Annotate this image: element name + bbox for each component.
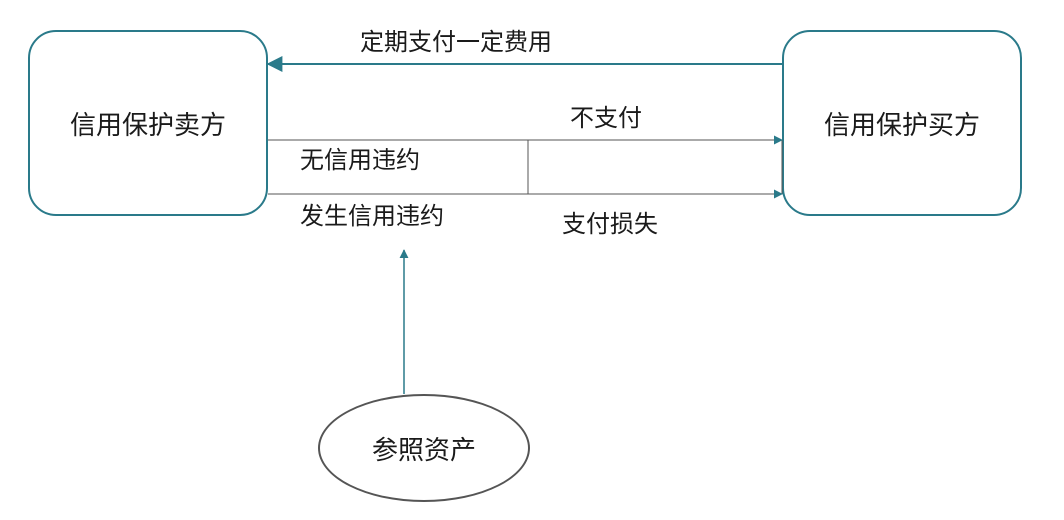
label-fee: 定期支付一定费用 xyxy=(360,22,552,57)
label-pay-loss: 支付损失 xyxy=(562,204,658,239)
node-seller-label: 信用保护卖方 xyxy=(70,105,226,142)
label-no-pay: 不支付 xyxy=(570,98,642,133)
node-buyer-label: 信用保护买方 xyxy=(824,105,980,142)
node-asset-label: 参照资产 xyxy=(372,430,476,467)
label-default: 发生信用违约 xyxy=(300,196,444,231)
node-asset: 参照资产 xyxy=(318,394,530,502)
node-buyer: 信用保护买方 xyxy=(782,30,1022,216)
node-seller: 信用保护卖方 xyxy=(28,30,268,216)
label-no-default: 无信用违约 xyxy=(300,140,420,175)
